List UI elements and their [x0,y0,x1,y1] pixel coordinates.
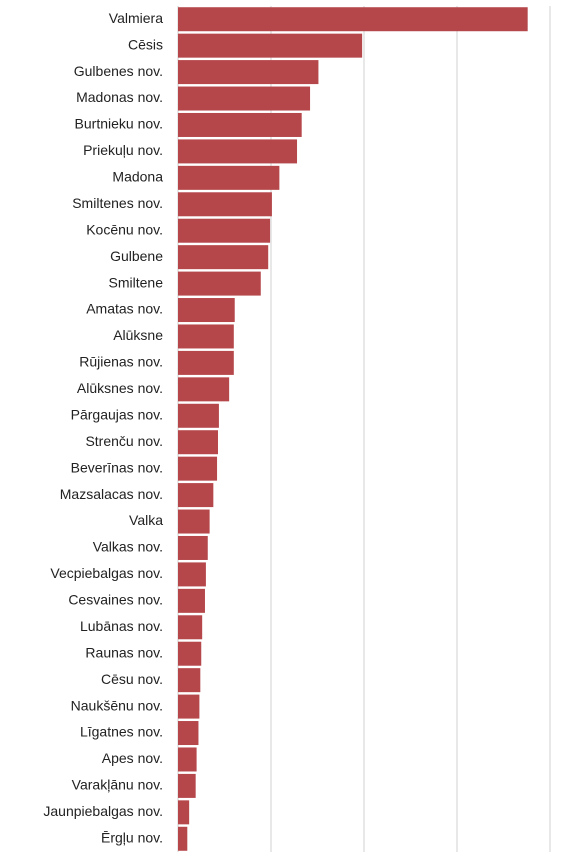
bar [178,668,201,693]
y-tick-label: Kocēnu nov. [86,221,163,237]
bar [178,350,234,375]
bar [178,165,280,190]
bar [178,535,208,560]
y-tick-label: Ērgļu nov. [101,829,163,845]
y-tick-label: Gulbene [110,248,163,264]
y-tick-label: Valkas nov. [93,539,163,555]
bar [178,588,205,613]
bar [178,377,230,402]
bar [178,641,202,666]
y-tick-label: Cēsis [128,36,163,52]
bar [178,245,269,270]
y-tick-label: Varakļānu nov. [72,777,163,793]
bar [178,7,528,32]
bar [178,483,214,508]
y-tick-label: Madonas nov. [76,89,163,105]
y-tick-label: Valmiera [109,10,163,26]
y-tick-label: Apes nov. [102,750,163,766]
y-tick-label: Gulbenes nov. [74,63,163,79]
bar [178,694,200,719]
bar [178,298,235,323]
y-tick-label: Smiltene [109,274,164,290]
bar [178,192,272,217]
bar [178,721,199,746]
bar [178,747,197,772]
bar [178,509,210,534]
y-tick-label: Amatas nov. [86,301,163,317]
bar [178,826,188,851]
bar [178,430,218,455]
bar [178,112,302,137]
bar [178,271,261,296]
y-tick-label: Cesvaines nov. [68,592,163,608]
y-tick-label: Alūksne [113,327,163,343]
y-tick-label: Jaunpiebalgas nov. [43,803,163,819]
y-tick-label: Vecpiebalgas nov. [50,565,163,581]
y-tick-label: Mazsalacas nov. [60,486,163,502]
bar [178,562,206,587]
y-tick-label: Strenču nov. [85,433,163,449]
y-tick-label: Rūjienas nov. [79,354,163,370]
y-tick-label: Burtnieku nov. [75,116,163,132]
bar [178,86,311,111]
bar [178,60,319,85]
y-tick-label: Madona [112,169,163,185]
bar [178,800,190,825]
y-tick-label: Raunas nov. [85,644,163,660]
y-tick-label: Naukšēnu nov. [71,697,163,713]
bar [178,218,271,243]
y-tick-label: Valka [129,512,163,528]
bar [178,456,218,481]
bar [178,615,203,640]
bar [178,324,234,349]
bar [178,773,196,798]
y-tick-label: Cēsu nov. [101,671,163,687]
bar [178,403,219,428]
bar [178,33,363,58]
bar [178,139,298,164]
y-tick-label: Priekuļu nov. [83,142,163,158]
y-tick-label: Pārgaujas nov. [71,406,163,422]
y-tick-label: Beverīnas nov. [71,459,163,475]
y-tick-label: Alūksnes nov. [77,380,163,396]
y-tick-label: Smiltenes nov. [72,195,163,211]
y-tick-label: Līgatnes nov. [80,724,163,740]
y-tick-label: Lubānas nov. [80,618,163,634]
